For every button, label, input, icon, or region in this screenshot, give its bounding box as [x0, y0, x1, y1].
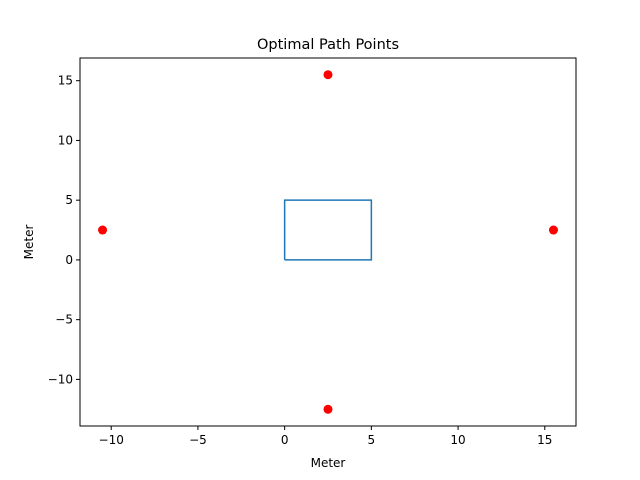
x-tick-label: 0: [281, 433, 289, 447]
chart-title: Optimal Path Points: [257, 37, 399, 53]
x-tick-label: 10: [450, 433, 465, 447]
path-point: [323, 70, 333, 80]
x-axis-label: Meter: [311, 456, 346, 470]
y-tick-label: −5: [55, 313, 73, 327]
y-tick-label: 10: [58, 133, 73, 147]
obstacle-rectangle-line: [283, 199, 373, 261]
plot-area: [98, 70, 558, 414]
x-tick-label: −10: [99, 433, 124, 447]
y-tick-label: −10: [48, 372, 73, 386]
y-tick-label: 0: [65, 253, 73, 267]
path-point: [98, 225, 108, 235]
y-tick-label: 5: [65, 193, 73, 207]
axes-frame: [79, 57, 577, 427]
x-tick-label: 15: [537, 433, 552, 447]
y-axis-label: Meter: [22, 225, 36, 260]
path-point: [323, 404, 333, 414]
x-tick-label: 5: [368, 433, 376, 447]
path-point: [548, 225, 558, 235]
y-tick-label: 15: [58, 74, 73, 88]
x-tick-label: −5: [189, 433, 207, 447]
axis-ticks: −10 −5 0 5 10 15 −10 −5 0 5 10 15: [48, 74, 553, 447]
